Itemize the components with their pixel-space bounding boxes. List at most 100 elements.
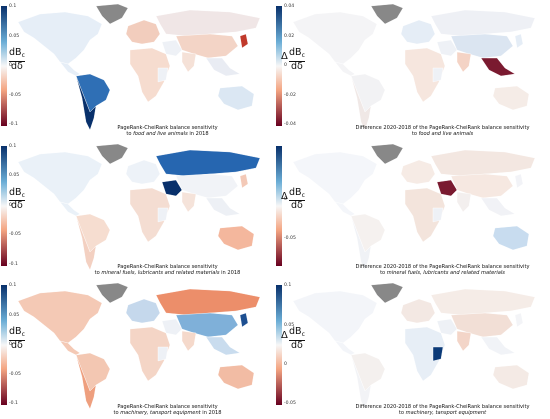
region-southeast-asia xyxy=(480,57,516,77)
region-south-america-south xyxy=(350,355,372,410)
colorbar-tick: 0.05 xyxy=(9,173,20,179)
label-numerator: dB xyxy=(289,47,302,58)
colorbar xyxy=(276,6,282,126)
region-asia xyxy=(450,313,514,338)
world-map xyxy=(17,143,261,271)
region-south-america-south xyxy=(75,355,97,410)
colorbar-label: dBc dδ xyxy=(9,187,25,211)
label-numerator: dB xyxy=(289,186,302,198)
colorbar-tick: -0.05 xyxy=(9,232,21,238)
caption-line-2: to mineral fuels, lubricants and related… xyxy=(380,270,505,277)
region-india xyxy=(181,331,197,352)
region-asia xyxy=(175,313,239,338)
label-subscript: c xyxy=(21,52,25,59)
caption-line-2: to machinery, tansport equipment in 2018 xyxy=(113,409,222,416)
region-russia xyxy=(430,9,536,37)
colorbar-tick: 0 xyxy=(284,63,287,68)
colorbar-tick: 0 xyxy=(9,342,12,348)
region-greenland xyxy=(95,143,129,164)
region-india xyxy=(456,331,472,352)
label-denominator: dδ xyxy=(291,60,303,72)
region-africa xyxy=(404,187,446,242)
label-numerator: dB xyxy=(289,326,302,338)
region-middle-east xyxy=(161,319,183,336)
region-africa xyxy=(404,327,446,382)
colorbar-tick: -0.04 xyxy=(284,122,296,127)
region-asia xyxy=(175,33,239,59)
region-india xyxy=(456,191,472,212)
map-caption: PageRank-CheiRank balance sensitivity to… xyxy=(60,264,275,276)
region-east-africa xyxy=(157,347,169,362)
region-north-america xyxy=(292,291,378,344)
region-australia xyxy=(492,85,530,111)
world-map xyxy=(17,3,261,131)
region-southeast-asia xyxy=(205,57,241,77)
region-australia xyxy=(217,365,255,390)
region-southeast-asia xyxy=(205,197,241,216)
region-europe xyxy=(400,159,436,184)
region-north-america xyxy=(17,151,103,204)
map-panel-food-diff: 0.04 0.02 0 -0.02 -0.04 Δ dBc dδ xyxy=(275,0,550,140)
world-map xyxy=(17,283,261,410)
colorbar-label: Δ dBc dδ xyxy=(281,47,305,72)
region-central-america xyxy=(59,61,81,77)
delta-symbol: Δ xyxy=(281,51,288,62)
region-central-america xyxy=(334,201,356,216)
region-russia xyxy=(430,289,536,316)
region-russia xyxy=(155,149,261,176)
caption-line-2: to food and live animals xyxy=(411,130,474,137)
colorbar-tick: -0.1 xyxy=(9,401,18,407)
delta-symbol: Δ xyxy=(281,330,288,342)
colorbar-label: dBc dδ xyxy=(9,327,25,350)
region-europe xyxy=(400,19,436,45)
caption-line-1: Difference 2020-2018 of the PageRank-Che… xyxy=(355,403,530,410)
colorbar xyxy=(1,285,7,406)
region-europe xyxy=(125,159,161,184)
colorbar-tick: 0.05 xyxy=(9,33,20,39)
region-middle-east xyxy=(436,39,458,57)
region-south-america-south xyxy=(350,215,372,271)
region-asia xyxy=(450,173,514,198)
label-subscript: c xyxy=(301,191,305,199)
colorbar-label: Δ dBc dδ xyxy=(281,326,305,350)
region-japan xyxy=(239,173,249,188)
region-india xyxy=(456,51,472,73)
region-asia xyxy=(175,173,239,198)
colorbar-tick: -0.05 xyxy=(9,371,21,377)
colorbar-tick: 0 xyxy=(9,202,12,208)
region-north-america xyxy=(17,11,103,65)
region-east-africa xyxy=(157,207,169,222)
colorbar-tick: 0.1 xyxy=(9,4,17,9)
region-japan xyxy=(239,33,249,49)
colorbar-tick: 0 xyxy=(9,63,12,68)
map-caption: Difference 2020-2018 of the PageRank-Che… xyxy=(335,264,550,276)
region-middle-east xyxy=(161,39,183,57)
region-southeast-asia xyxy=(205,337,241,356)
region-southeast-asia xyxy=(480,337,516,356)
label-denominator: dδ xyxy=(291,200,303,212)
region-india xyxy=(181,191,197,212)
region-japan xyxy=(514,33,524,49)
region-central-america xyxy=(59,201,81,216)
region-greenland xyxy=(370,143,404,164)
map-panel-machinery-2018: 0.1 0.05 0 -0.05 -0.1 dBc dδ xyxy=(0,279,275,419)
caption-line-1: PageRank-CheiRank balance sensitivity xyxy=(117,264,218,271)
caption-line-2: to food and live animals in 2018 xyxy=(126,130,209,137)
region-east-africa xyxy=(432,347,444,362)
colorbar-tick: 0.04 xyxy=(284,4,295,9)
region-central-america xyxy=(59,340,81,356)
label-subscript: c xyxy=(21,191,25,199)
colorbar xyxy=(1,6,7,126)
label-denominator: dδ xyxy=(11,340,23,352)
region-north-america xyxy=(17,291,103,344)
region-central-america xyxy=(334,61,356,77)
region-africa xyxy=(129,47,171,103)
colorbar-tick: -0.05 xyxy=(9,92,21,98)
region-east-africa xyxy=(432,207,444,222)
colorbar-tick: 0.05 xyxy=(284,322,295,328)
colorbar-tick: -0.02 xyxy=(284,92,296,98)
colorbar-tick: -0.05 xyxy=(284,401,296,407)
region-asia xyxy=(450,33,514,59)
region-australia xyxy=(492,365,530,390)
